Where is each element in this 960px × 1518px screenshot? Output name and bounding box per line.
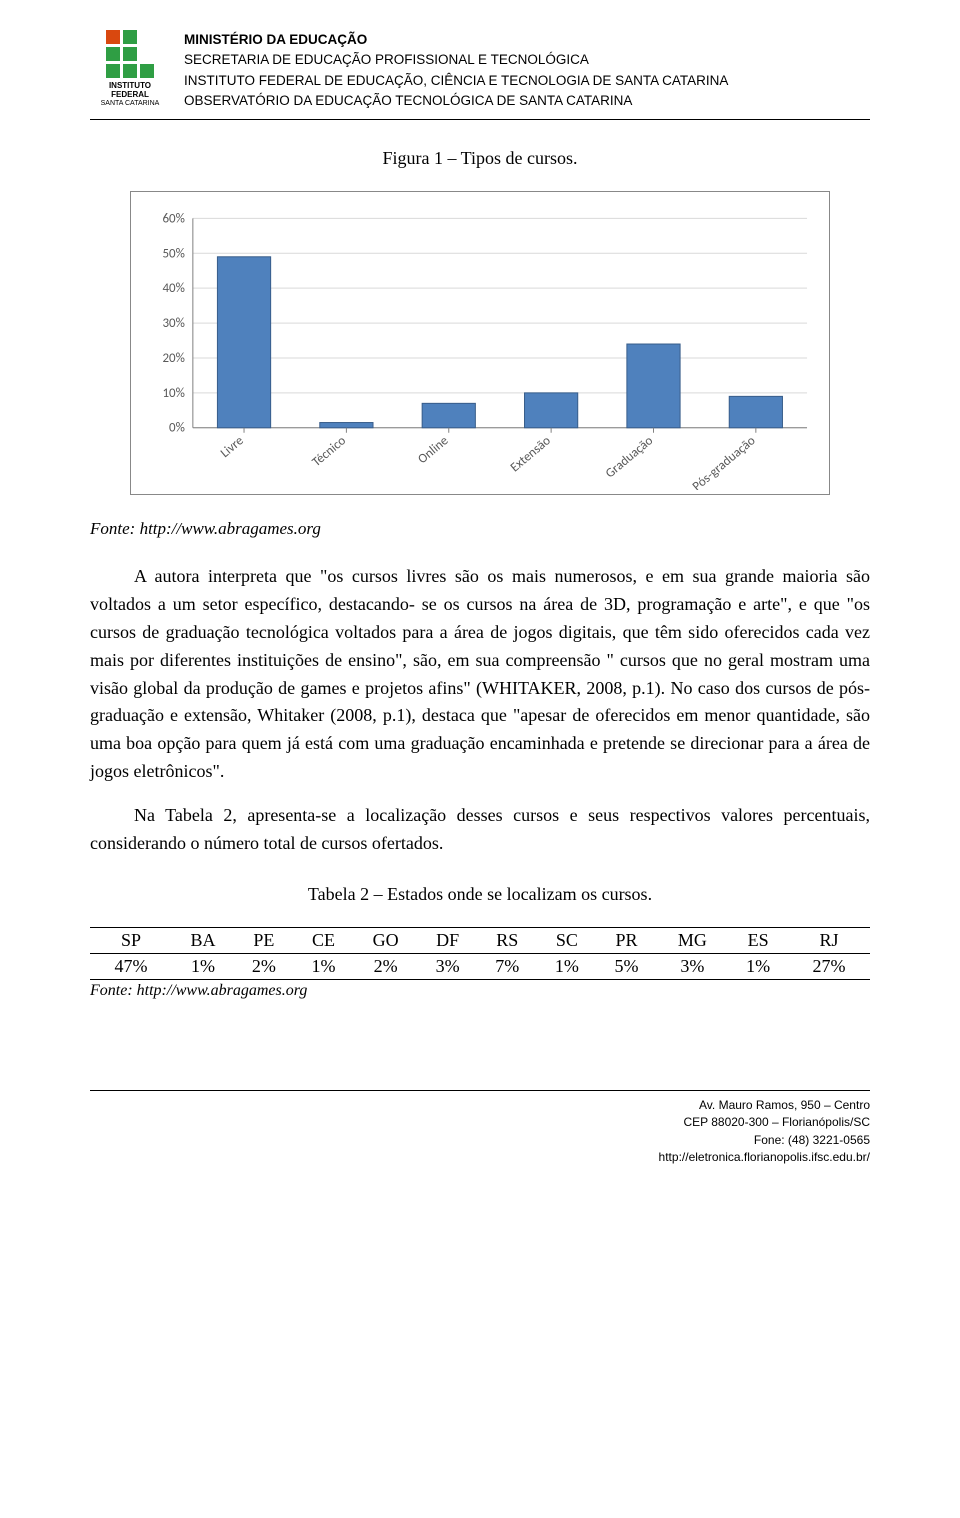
- table-cell: 47%: [90, 953, 172, 979]
- paragraph-1: A autora interpreta que "os cursos livre…: [90, 563, 870, 786]
- letterhead-text: MINISTÉRIO DA EDUCAÇÃO SECRETARIA DE EDU…: [184, 30, 728, 111]
- table-col-ES: ES: [728, 927, 788, 953]
- logo-caption: INSTITUTO FEDERAL SANTA CATARINA: [90, 82, 170, 107]
- bar-chart: 0% 10% 20% 30% 40% 50% 60% Livre Técnico Online Ex…: [143, 210, 817, 490]
- table-col-MG: MG: [656, 927, 728, 953]
- table-cell: 1%: [294, 953, 354, 979]
- svg-text:0%: 0%: [169, 421, 185, 436]
- table-cell: 7%: [477, 953, 537, 979]
- table-cell: 3%: [656, 953, 728, 979]
- logo-line2: SANTA CATARINA: [101, 100, 160, 107]
- footer-url: http://eletronica.florianopolis.ifsc.edu…: [90, 1149, 870, 1166]
- table-col-DF: DF: [418, 927, 478, 953]
- svg-text:50%: 50%: [162, 246, 184, 261]
- svg-text:Online: Online: [415, 433, 451, 467]
- table-source: Fonte: http://www.abragames.org: [90, 982, 870, 1000]
- secretariat-line: SECRETARIA DE EDUCAÇÃO PROFISSIONAL E TE…: [184, 50, 728, 70]
- table-cell: 1%: [728, 953, 788, 979]
- svg-text:Graduação: Graduação: [603, 433, 656, 481]
- svg-text:Pós-graduação: Pós-graduação: [690, 433, 759, 490]
- table-cell: 27%: [788, 953, 870, 979]
- table-col-SP: SP: [90, 927, 172, 953]
- table-cell: 2%: [353, 953, 418, 979]
- logo-grid-icon: [106, 30, 154, 78]
- table-cell: 1%: [172, 953, 234, 979]
- table-col-PR: PR: [597, 927, 657, 953]
- svg-text:Extensão: Extensão: [508, 433, 554, 475]
- table-col-GO: GO: [353, 927, 418, 953]
- page-header: INSTITUTO FEDERAL SANTA CATARINA MINISTÉ…: [90, 30, 870, 111]
- table-cell: 2%: [234, 953, 294, 979]
- footer-cep: CEP 88020-300 – Florianópolis/SC: [90, 1114, 870, 1131]
- figure-source: Fonte: http://www.abragames.org: [90, 519, 870, 539]
- table-cell: 3%: [418, 953, 478, 979]
- header-divider: [90, 119, 870, 120]
- table-col-CE: CE: [294, 927, 354, 953]
- table-col-RS: RS: [477, 927, 537, 953]
- observatory-line: OBSERVATÓRIO DA EDUCAÇÃO TECNOLÓGICA DE …: [184, 91, 728, 111]
- svg-text:Técnico: Técnico: [309, 433, 349, 470]
- logo-line1: INSTITUTO FEDERAL: [90, 82, 170, 100]
- table-data-row: 47%1%2%1%2%3%7%1%5%3%1%27%: [90, 953, 870, 979]
- institute-line: INSTITUTO FEDERAL DE EDUCAÇÃO, CIÊNCIA E…: [184, 71, 728, 91]
- svg-text:30%: 30%: [162, 316, 184, 331]
- svg-text:10%: 10%: [162, 386, 184, 401]
- svg-text:20%: 20%: [162, 351, 184, 366]
- figure-caption: Figura 1 – Tipos de cursos.: [90, 148, 870, 169]
- table-col-RJ: RJ: [788, 927, 870, 953]
- states-table: SPBAPECEGODFRSSCPRMGESRJ 47%1%2%1%2%3%7%…: [90, 927, 870, 980]
- table-col-PE: PE: [234, 927, 294, 953]
- table-caption: Tabela 2 – Estados onde se localizam os …: [90, 884, 870, 905]
- table-cell: 5%: [597, 953, 657, 979]
- svg-text:40%: 40%: [162, 281, 184, 296]
- footer-divider: [90, 1090, 870, 1091]
- ministry-line: MINISTÉRIO DA EDUCAÇÃO: [184, 30, 728, 50]
- page-footer: Av. Mauro Ramos, 950 – Centro CEP 88020-…: [90, 1097, 870, 1167]
- paragraph-2: Na Tabela 2, apresenta-se a localização …: [90, 802, 870, 858]
- table-col-SC: SC: [537, 927, 597, 953]
- svg-text:60%: 60%: [162, 211, 184, 226]
- table-col-BA: BA: [172, 927, 234, 953]
- chart-container: 0% 10% 20% 30% 40% 50% 60% Livre Técnico Online Ex…: [130, 191, 830, 495]
- footer-phone: Fone: (48) 3221-0565: [90, 1132, 870, 1149]
- svg-text:Livre: Livre: [218, 433, 247, 461]
- footer-address: Av. Mauro Ramos, 950 – Centro: [90, 1097, 870, 1114]
- table-cell: 1%: [537, 953, 597, 979]
- institution-logo: INSTITUTO FEDERAL SANTA CATARINA: [90, 30, 170, 110]
- table-header-row: SPBAPECEGODFRSSCPRMGESRJ: [90, 927, 870, 953]
